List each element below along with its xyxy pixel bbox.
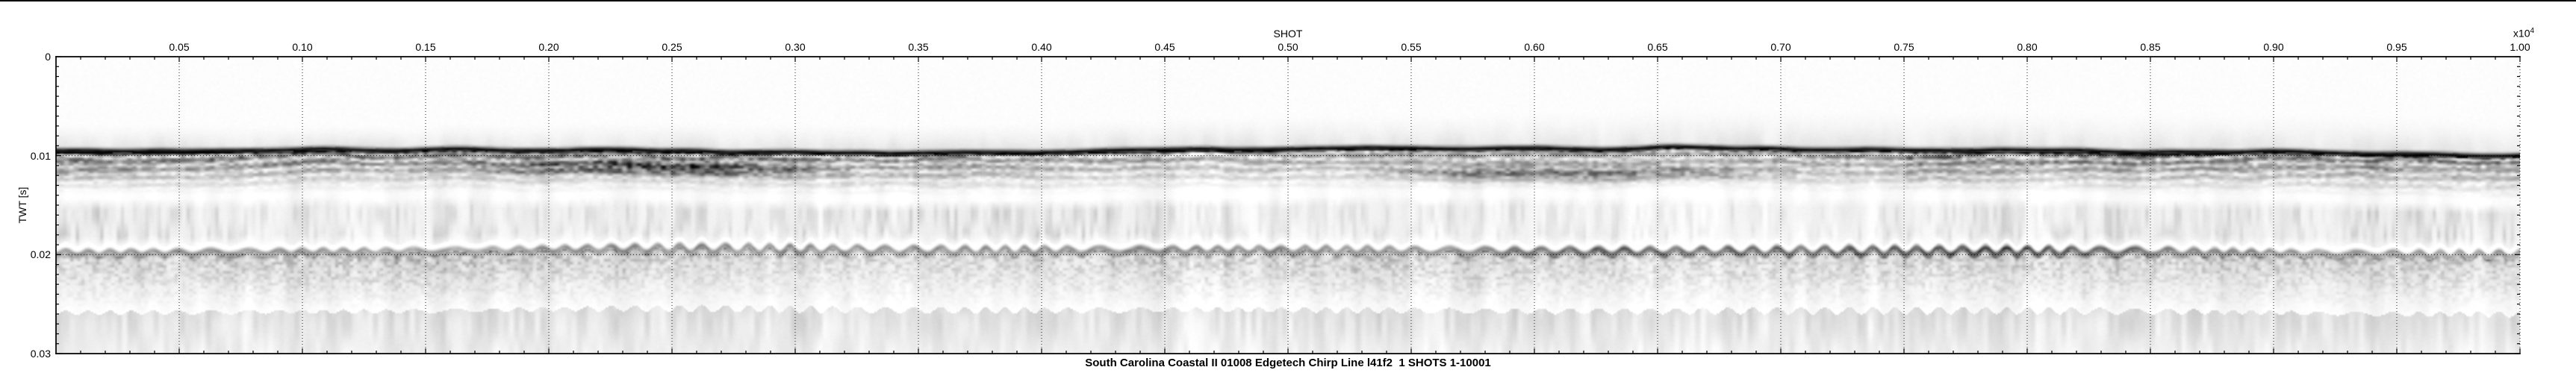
figure-title: South Carolina Coastal II 01008 Edgetech… [1085, 357, 1491, 369]
x-tick-label: 0.65 [1647, 41, 1668, 53]
x-tick-label: 0.75 [1894, 41, 1914, 53]
y-tick-label: 0.01 [30, 149, 51, 162]
x-tick-label: 0.45 [1154, 41, 1175, 53]
top-border-line [0, 0, 2576, 1]
x-tick-label: 0.30 [785, 41, 806, 53]
x-tick-label: 0.85 [2140, 41, 2161, 53]
x-scale-base: x10 [2513, 27, 2530, 40]
x-tick-label: 0.50 [1278, 41, 1298, 53]
x-axis-title: SHOT [1273, 28, 1303, 40]
x-tick-label: 0.05 [169, 41, 190, 53]
y-tick-label: 0.03 [30, 348, 51, 360]
x-tick-label: 0.35 [908, 41, 929, 53]
x-scale-exponent: 4 [2530, 27, 2535, 35]
x-tick-label: 0.60 [1524, 41, 1545, 53]
x-tick-label: 0.80 [2017, 41, 2038, 53]
x-tick-label: 1.00 [2510, 41, 2530, 53]
x-tick-label: 0.10 [292, 41, 313, 53]
x-tick-label: 0.40 [1031, 41, 1052, 53]
y-tick-label: 0 [45, 51, 51, 63]
y-tick-label: 0.02 [30, 248, 51, 261]
x-axis-scale-label: x104 [2503, 27, 2545, 40]
x-tick-label: 0.20 [538, 41, 559, 53]
x-tick-label: 0.95 [2386, 41, 2407, 53]
x-tick-label: 0.15 [415, 41, 436, 53]
x-tick-label: 0.70 [1770, 41, 1791, 53]
x-tick-label: 0.55 [1401, 41, 1422, 53]
x-tick-label: 0.90 [2263, 41, 2284, 53]
x-tick-label: 0.25 [662, 41, 682, 53]
